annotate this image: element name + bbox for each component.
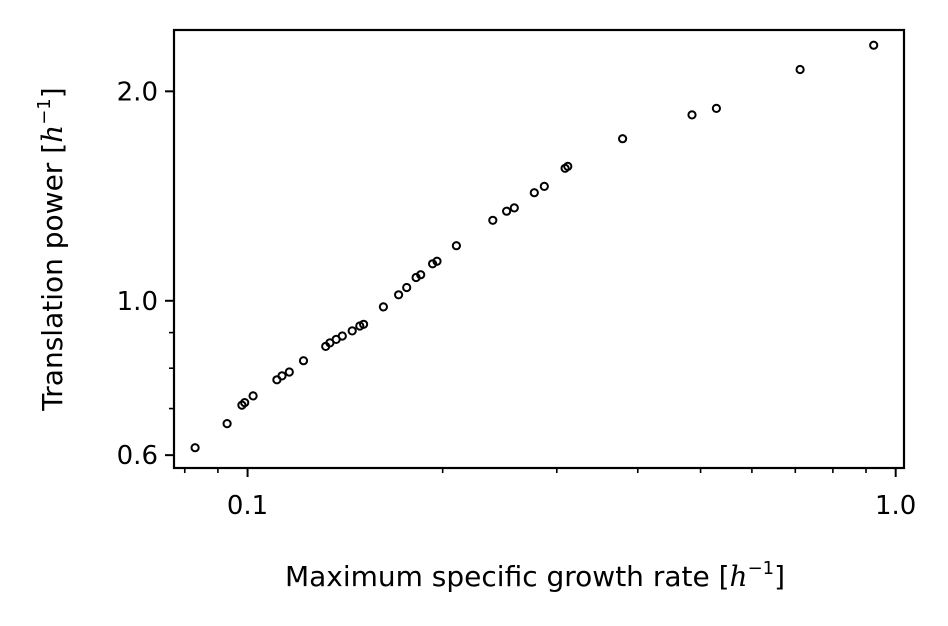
data-point [687,110,697,120]
data-point [240,398,250,408]
data-point [359,319,369,329]
x-tick-label: 1.0 [875,491,916,521]
data-point [618,134,628,144]
data-point [432,256,442,266]
data-point [563,161,573,171]
data-point [378,302,388,312]
data-point [277,371,287,381]
points-layer [190,40,879,453]
data-point [869,40,879,50]
data-point [298,356,309,366]
y-tick-label: 1.0 [117,287,158,317]
y-axis-label: Translation power [h−1] [34,87,69,411]
data-point [337,331,347,341]
data-point [488,215,498,225]
data-point [402,282,412,293]
y-tick-label: 2.0 [117,77,158,107]
data-point [416,270,426,280]
data-point [529,188,539,198]
data-point [222,419,232,429]
plot-frame [172,28,906,470]
data-point [248,391,258,401]
x-tick-label: 0.1 [227,491,268,521]
data-point [394,290,404,300]
data-point [509,203,519,213]
data-point [190,443,200,453]
data-point [451,241,461,251]
data-point [795,64,805,75]
y-tick-label: 0.6 [117,441,158,471]
ticks-layer: 0.1 1.0 0.6 1.0 2.0 [117,77,917,521]
x-axis-label: Maximum specific growth rate [h−1] [285,558,785,593]
data-point [284,367,294,377]
data-point [711,103,722,114]
data-point [539,181,549,191]
data-point [502,206,512,216]
data-point [347,326,357,336]
